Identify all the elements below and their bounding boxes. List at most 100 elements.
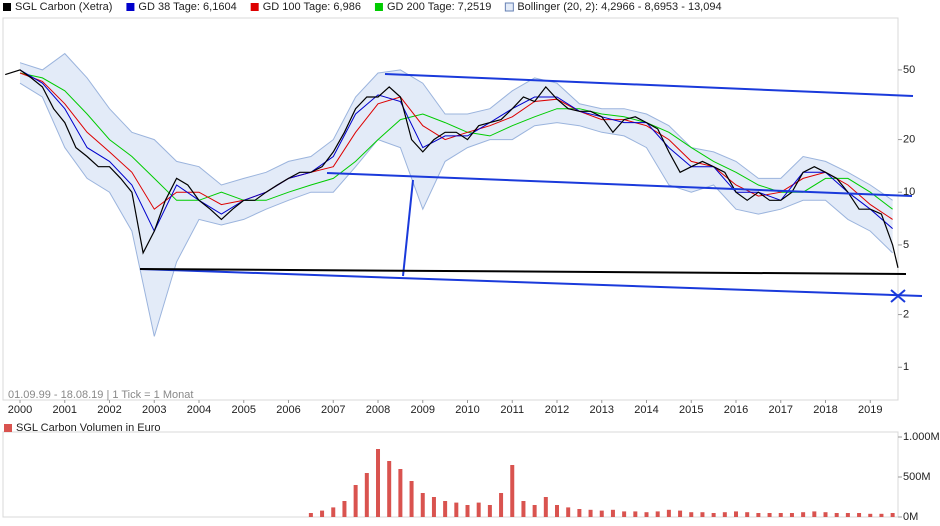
cross-marker (890, 289, 906, 303)
volume-legend: SGL Carbon Volumen in Euro (16, 422, 161, 434)
volume-bar (678, 510, 683, 517)
x-tick-label: 2009 (411, 404, 435, 416)
x-tick-label: 2005 (232, 404, 256, 416)
y-tick-label: 500M (903, 471, 931, 483)
x-tick-label: 2001 (53, 404, 77, 416)
volume-bar (857, 513, 862, 517)
trend-line (326, 172, 913, 197)
average-line (19, 69, 893, 233)
volume-bar (376, 449, 381, 517)
y-tick-label: 50 (903, 64, 915, 76)
x-tick-label: 2002 (97, 404, 121, 416)
legend-label: GD 100 Tage: 6,986 (263, 1, 361, 13)
volume-bar (420, 493, 425, 517)
volume-frame (2, 431, 899, 518)
volume-bar (622, 511, 627, 517)
volume-bar (465, 505, 470, 517)
volume-bar (801, 512, 806, 517)
volume-bar (510, 465, 515, 517)
trend-line (402, 179, 414, 277)
volume-bar (644, 512, 649, 517)
legend-swatch (126, 3, 135, 11)
volume-bar (767, 513, 772, 517)
trend-line (139, 268, 923, 297)
volume-bar (320, 510, 325, 517)
legend-swatch (3, 3, 11, 11)
x-tick-label: 2018 (813, 404, 837, 416)
volume-bar (633, 511, 638, 517)
legend-swatch (250, 3, 259, 11)
volume-bar (387, 461, 392, 517)
volume-bar (599, 510, 604, 517)
x-tick-label: 2011 (500, 404, 524, 416)
x-tick-label: 2008 (366, 404, 390, 416)
volume-bar (812, 511, 817, 517)
volume-bar (666, 509, 671, 517)
volume-bar (431, 497, 436, 517)
volume-bar (398, 469, 403, 517)
volume-bar (722, 512, 727, 517)
volume-bar (353, 485, 358, 517)
y-tick-label: 1 (903, 361, 909, 373)
x-tick-label: 2014 (634, 404, 658, 416)
line-layer (5, 69, 899, 268)
volume-bar (834, 513, 839, 517)
price-line (5, 69, 899, 268)
volume-bar (331, 507, 336, 517)
legend-label: GD 200 Tage: 7,2519 (387, 1, 491, 13)
volume-bar (409, 481, 414, 517)
x-tick-label: 2019 (858, 404, 882, 416)
y-tick-label: 2 (903, 308, 909, 320)
volume-bar (566, 507, 571, 517)
volume-bar (890, 513, 895, 517)
x-tick-label: 2017 (769, 404, 793, 416)
x-tick-label: 2006 (276, 404, 300, 416)
volume-bar (778, 513, 783, 517)
band-lower (19, 82, 893, 337)
volume-bar (364, 473, 369, 517)
volume-legend-swatch (4, 424, 12, 432)
x-tick-label: 2015 (679, 404, 703, 416)
volume-bar (879, 513, 884, 517)
legend-swatch (374, 3, 383, 11)
y-tick-label: 5 (903, 239, 909, 251)
volume-bar (868, 513, 873, 517)
volume-bar (711, 513, 716, 517)
volume-bar (655, 511, 660, 517)
x-tick-label: 2007 (321, 404, 345, 416)
volume-bar (756, 513, 761, 517)
x-tick-label: 2010 (455, 404, 479, 416)
legend-label: SGL Carbon (Xetra) (15, 1, 112, 13)
legend-label: GD 38 Tage: 6,1604 (138, 1, 236, 13)
legend-label: Bollinger (20, 2): 4,2966 - 8,6953 - 13,… (517, 1, 721, 13)
y-tick-label: 20 (903, 133, 915, 145)
volume-bar (454, 502, 459, 517)
volume-bar (476, 502, 481, 517)
trend-line (384, 73, 914, 97)
volume-bar (487, 505, 492, 517)
volume-bar (443, 501, 448, 517)
volume-bar (588, 509, 593, 517)
y-tick-label: 1.000M (903, 431, 940, 443)
volume-bar (342, 501, 347, 517)
volume-bar (745, 512, 750, 517)
volume-bar (845, 513, 850, 517)
volume-bar (734, 511, 739, 517)
volume-bar (532, 505, 537, 517)
support-line (139, 268, 907, 275)
volume-bar (700, 512, 705, 517)
band-upper (19, 52, 893, 201)
x-tick-label: 2000 (8, 404, 32, 416)
footnote: 01.09.99 - 18.08.19 | 1 Tick = 1 Monat (8, 389, 193, 401)
x-tick-label: 2003 (142, 404, 166, 416)
x-tick-label: 2016 (724, 404, 748, 416)
average-line (19, 72, 893, 210)
legend-swatch (504, 2, 514, 12)
volume-bar (499, 493, 504, 517)
price-frame (2, 17, 899, 401)
x-tick-label: 2013 (590, 404, 614, 416)
volume-bar (308, 513, 313, 517)
volume-bar (543, 497, 548, 517)
x-tick-label: 2012 (545, 404, 569, 416)
volume-bar (823, 512, 828, 517)
